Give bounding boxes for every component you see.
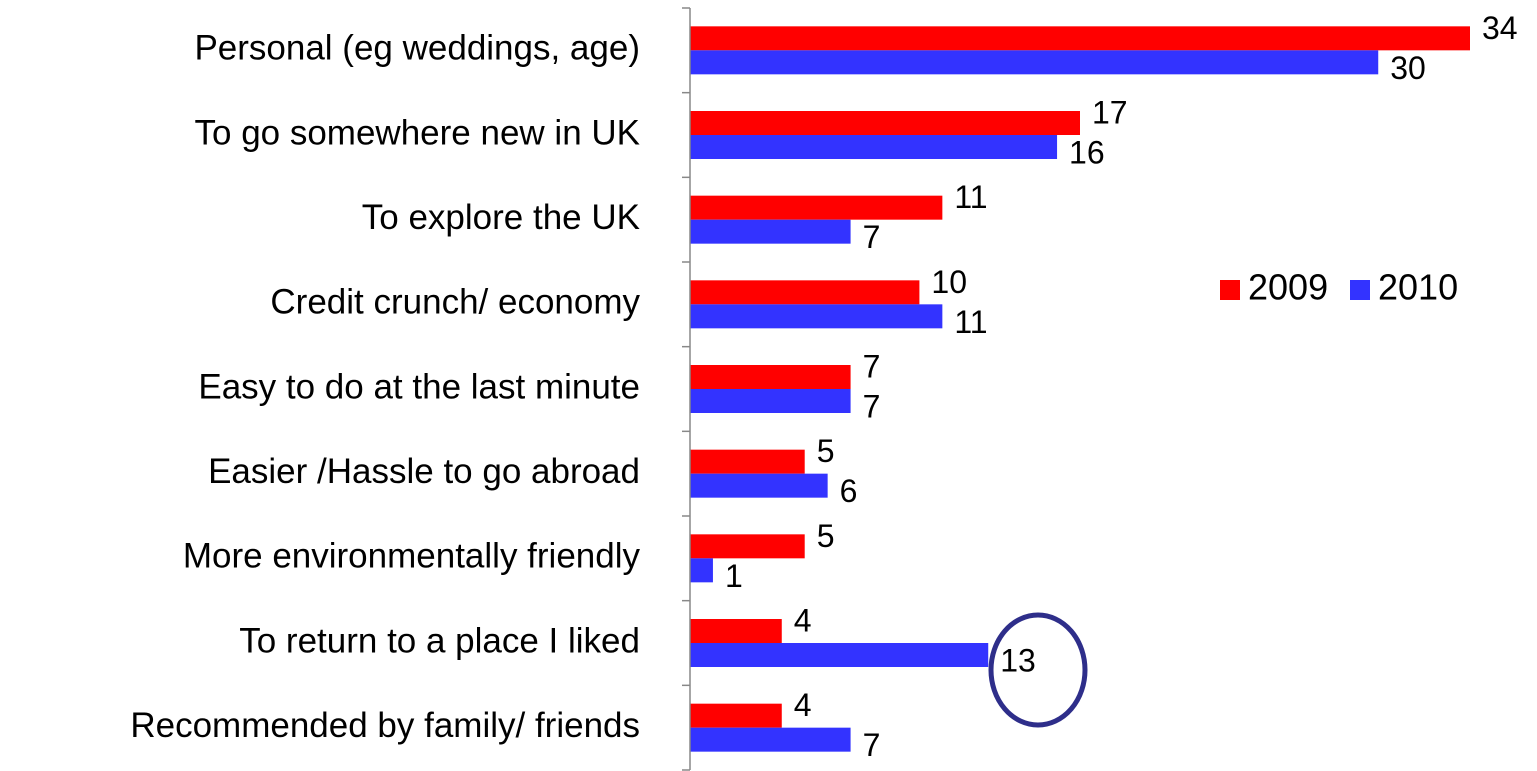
- value-label: 4: [794, 602, 812, 638]
- value-label: 30: [1390, 50, 1426, 86]
- value-label: 11: [954, 179, 987, 215]
- category-label: To explore the UK: [362, 198, 640, 237]
- value-label: 4: [794, 687, 812, 723]
- bar: [690, 643, 989, 667]
- bar: [690, 135, 1058, 159]
- value-label: 10: [931, 264, 967, 300]
- category-label: More environmentally friendly: [183, 537, 641, 576]
- value-label: 5: [817, 433, 835, 469]
- bar: [690, 619, 782, 643]
- category-label: Credit crunch/ economy: [270, 283, 640, 322]
- bar: [690, 195, 943, 220]
- bar: [690, 473, 828, 498]
- value-label: 34: [1482, 10, 1518, 46]
- value-label: 6: [840, 473, 858, 509]
- category-label: Recommended by family/ friends: [130, 706, 640, 745]
- category-label: To return to a place I liked: [239, 621, 640, 660]
- highlight-circle: [988, 612, 1088, 728]
- value-label: 13: [1000, 642, 1036, 678]
- value-label: 7: [863, 219, 881, 255]
- bar: [690, 389, 851, 413]
- category-label: Personal (eg weddings, age): [194, 29, 640, 68]
- value-label: 7: [863, 388, 881, 424]
- bar: [690, 558, 713, 583]
- bar: [690, 449, 805, 474]
- bar: [690, 111, 1080, 135]
- category-label: Easy to do at the last minute: [198, 367, 640, 406]
- bar: [690, 365, 851, 389]
- bar: [690, 727, 851, 752]
- bar: [690, 50, 1379, 75]
- category-label: Easier /Hassle to go abroad: [208, 452, 640, 491]
- bar: [690, 219, 851, 244]
- legend-swatch: [1220, 280, 1240, 300]
- value-label: 5: [817, 518, 835, 554]
- value-label: 11: [954, 304, 987, 340]
- legend-label: 2010: [1378, 267, 1458, 308]
- bar: [690, 534, 805, 559]
- bar: [690, 703, 782, 728]
- bar: [690, 304, 943, 329]
- legend-swatch: [1350, 280, 1370, 300]
- value-label: 7: [863, 348, 881, 384]
- category-label: To go somewhere new in UK: [195, 113, 641, 152]
- legend-label: 2009: [1248, 267, 1328, 308]
- value-label: 7: [863, 727, 881, 763]
- bar: [690, 26, 1470, 51]
- bar: [690, 280, 920, 305]
- value-label: 1: [725, 558, 743, 594]
- value-label: 17: [1092, 94, 1128, 130]
- value-label: 16: [1069, 134, 1105, 170]
